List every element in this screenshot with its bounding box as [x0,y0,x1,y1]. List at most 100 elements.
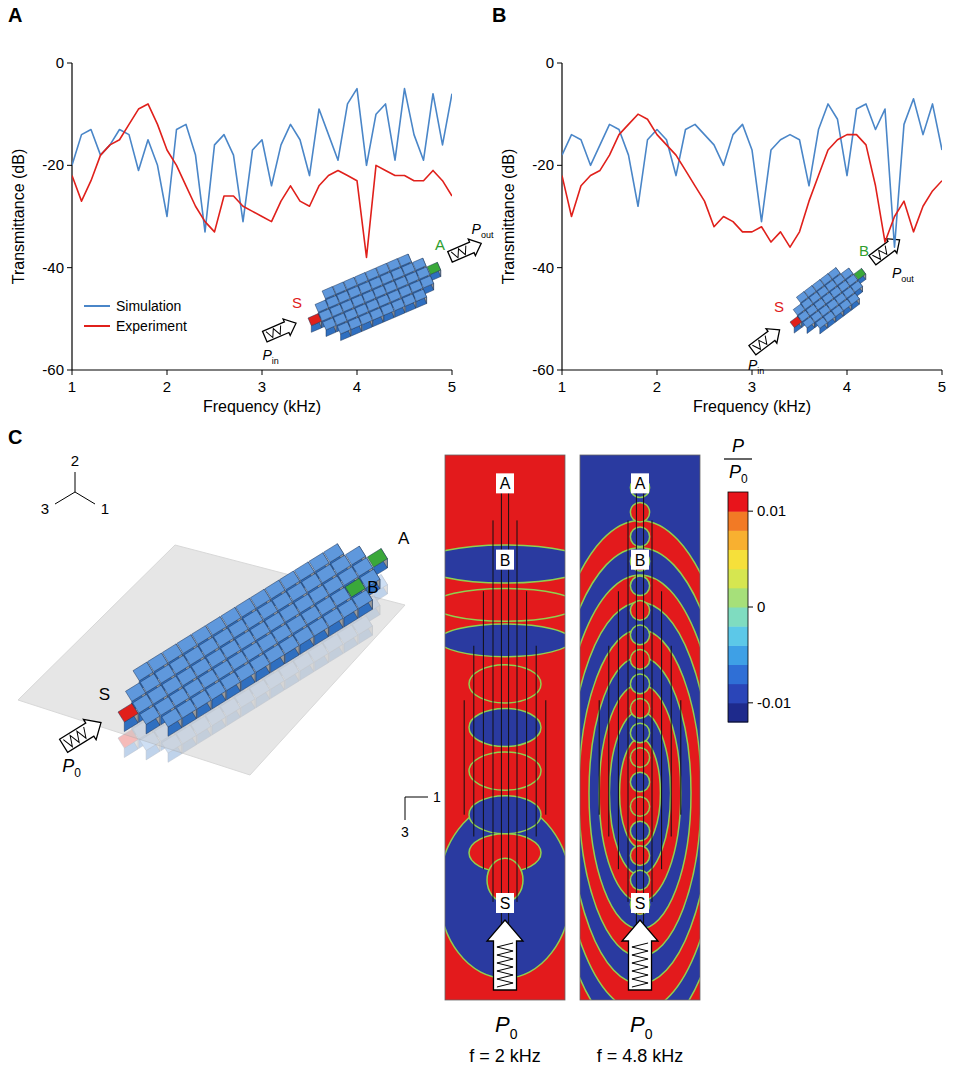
series-group [562,99,942,247]
source-label: S [774,298,784,315]
y-tick-label: -40 [42,259,64,276]
label-patch [631,550,649,570]
x-tick [72,370,73,375]
structure [790,268,866,334]
arrow-body [747,323,785,358]
triad-label: 3 [41,500,49,517]
structure-wall [671,646,672,837]
field-band [630,650,649,670]
field-band [580,629,700,956]
arrow-wave [752,336,770,352]
x-tick [847,370,848,375]
field-band [630,821,649,841]
x-tick-label: 1 [68,378,76,395]
y-tick [67,370,72,371]
map-title: f = 4.8 kHz [597,1046,684,1066]
subscript-label: Pout [892,265,914,284]
series-line [72,104,452,258]
y-tick-label: 0 [56,54,64,71]
legend-label: Experiment [116,318,187,334]
y-axis [561,63,562,370]
arrow-wave [632,943,648,987]
triad-axis [55,492,75,504]
field-band [469,708,541,746]
structure-wall [464,700,465,814]
structure [118,544,387,737]
colorbar-step [728,588,748,608]
x-tick-label: 2 [163,378,171,395]
label-patch [496,550,514,570]
x-axis-title: Frequency (kHz) [693,398,811,415]
probe-b-face [345,578,365,597]
field-band [630,772,649,792]
legend-swatch [84,325,110,327]
y-tick [557,370,562,371]
subscript-label: Pout [472,221,494,240]
triad-axis [75,492,95,504]
structure-wall [680,700,681,814]
arrow-body [57,712,107,756]
figure: -60-40-20012345Frequency (kHz)Transmitta… [0,0,976,1076]
y-tick [67,63,72,64]
y-tick [557,267,562,268]
series-line [562,114,942,247]
arrow-body [261,315,299,345]
field-map [580,455,700,1000]
block-top [359,313,373,325]
label-patch [496,893,514,913]
x-tick [167,370,168,375]
panel-letter: C [8,426,22,448]
block-top [323,318,337,330]
plane-axis [405,797,406,820]
field-band [599,684,681,902]
block-top [851,281,863,292]
block-top [391,299,405,311]
y-tick-label: -20 [42,156,64,173]
legend-label: Simulation [116,298,181,314]
y-axis-title: Transmittance (dB) [500,149,517,284]
arrow-wave [497,943,513,987]
label-sub: 0 [510,1026,518,1042]
label-sub: out [901,274,914,284]
series-group [72,89,452,258]
structure-wall [536,646,537,837]
block-top [413,289,427,301]
colorbar-step [728,607,748,627]
map-point-label: A [635,475,646,492]
subscript-label: P0 [495,1012,518,1042]
field-band [589,657,691,930]
inset [261,235,485,345]
arrow-wave [266,325,284,339]
structure-wall [493,520,494,902]
block-top [427,262,441,274]
y-tick-label: -20 [532,156,554,173]
label-patch [496,473,514,493]
colorbar-frame [728,492,748,722]
x-tick-label: 3 [258,378,266,395]
triad-axis [75,472,76,492]
x-tick-label: 1 [558,378,566,395]
block-top [420,276,434,288]
structure-wall [618,591,619,869]
y-axis [71,63,72,370]
field-band [630,699,649,719]
map-frame [445,455,565,1000]
x-tick [942,370,943,375]
probe-label: B [367,578,378,597]
x-tick [262,370,263,375]
colorbar-tick-label: -0.01 [757,694,791,711]
colorbar-step [728,626,748,646]
x-axis-title: Frequency (kHz) [203,398,321,415]
label-main: P [62,756,74,776]
structure-wall [608,646,609,837]
field-band [630,846,649,866]
label-patch [631,473,649,493]
colorbar-tick-label: 0 [757,598,765,615]
label-sub: 0 [74,766,81,780]
x-tick [357,370,358,375]
y-tick-label: -60 [42,361,64,378]
block-top [367,549,387,568]
structure-wall [628,520,629,902]
structure-wall [526,591,527,869]
panel-letter: A [8,4,22,26]
